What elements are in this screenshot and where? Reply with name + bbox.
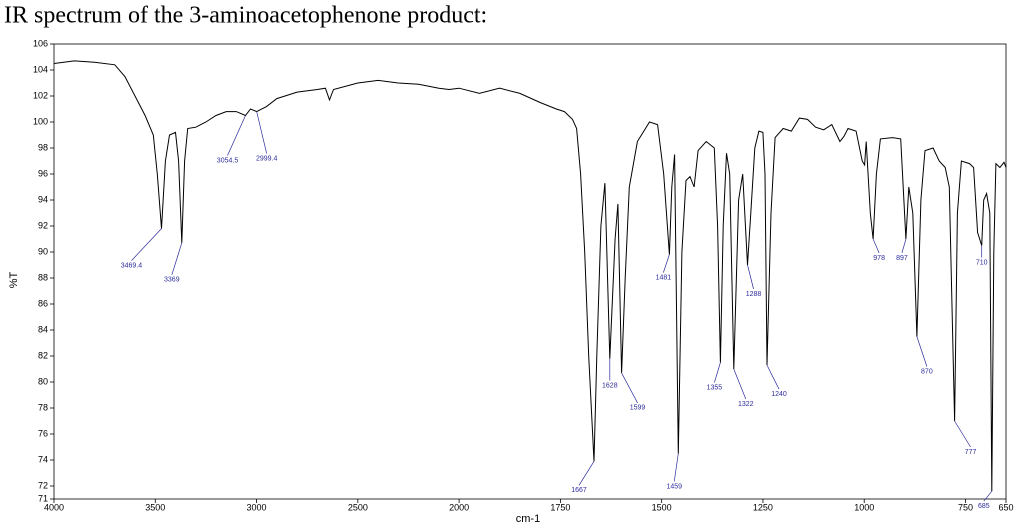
peak-label: 3054.5 xyxy=(217,157,239,164)
peak-label: 1355 xyxy=(707,384,723,391)
peak-label: 978 xyxy=(873,255,885,262)
x-tick-label: 4000 xyxy=(44,502,64,512)
x-tick-label: 1250 xyxy=(753,502,773,512)
y-tick-label: 80 xyxy=(38,376,48,386)
y-tick-label: 82 xyxy=(38,350,48,360)
peak-leader xyxy=(733,368,747,400)
x-tick-label: 2000 xyxy=(449,502,469,512)
peak-label: 870 xyxy=(921,368,933,375)
spectrum-line xyxy=(53,60,1007,492)
x-tick-label: 1000 xyxy=(854,502,874,512)
peak-leader xyxy=(901,238,907,254)
x-tick-label: 650 xyxy=(998,502,1013,512)
y-tick-label: 102 xyxy=(33,90,48,100)
y-tick-label: 71 xyxy=(38,493,48,503)
peak-label: 1240 xyxy=(771,391,787,398)
plot-frame xyxy=(53,43,1007,500)
y-axis-label: %T xyxy=(8,271,20,288)
peak-leader xyxy=(131,228,162,261)
y-tick-label: 96 xyxy=(38,168,48,178)
peak-leader xyxy=(227,115,246,156)
peak-leader xyxy=(747,264,754,290)
peak-label: 685 xyxy=(978,503,990,510)
y-tick-label: 100 xyxy=(33,116,48,126)
y-tick-label: 84 xyxy=(38,324,48,334)
peak-label: 1628 xyxy=(602,382,618,389)
peak-label: 1599 xyxy=(630,405,646,412)
y-tick-label: 74 xyxy=(38,454,48,464)
peak-leader xyxy=(872,238,880,254)
x-tick-label: 750 xyxy=(958,502,973,512)
y-tick-label: 88 xyxy=(38,272,48,282)
peak-label: 1481 xyxy=(656,274,672,281)
y-tick-label: 72 xyxy=(38,480,48,490)
y-tick-label: 76 xyxy=(38,428,48,438)
peak-label: 1288 xyxy=(746,291,762,298)
peak-leader xyxy=(256,111,268,154)
y-tick-label: 78 xyxy=(38,402,48,412)
peak-label: 710 xyxy=(976,259,988,266)
y-tick-label: 98 xyxy=(38,142,48,152)
x-tick-label: 2500 xyxy=(348,502,368,512)
peak-leader xyxy=(621,372,638,404)
peak-label: 1667 xyxy=(571,487,587,494)
y-tick-label: 94 xyxy=(38,194,48,204)
peak-label: 2999.4 xyxy=(256,155,278,162)
peak-leader xyxy=(983,490,993,502)
peak-leader xyxy=(714,362,721,383)
peak-label: 777 xyxy=(965,449,977,456)
y-tick-label: 90 xyxy=(38,246,48,256)
peak-leader xyxy=(766,364,780,390)
x-tick-label: 1750 xyxy=(550,502,570,512)
x-axis-label: cm-1 xyxy=(516,513,540,525)
peak-label: 897 xyxy=(896,255,908,262)
x-tick-label: 3500 xyxy=(145,502,165,512)
x-tick-label: 3000 xyxy=(247,502,267,512)
peak-label: 3469.4 xyxy=(121,262,143,269)
peak-label: 3369 xyxy=(164,277,180,284)
chart-title: IR spectrum of the 3-aminoacetophenone p… xyxy=(4,3,487,29)
y-tick-label: 104 xyxy=(33,64,48,74)
peak-leader xyxy=(578,461,595,486)
y-tick-label: 92 xyxy=(38,220,48,230)
peak-label: 1459 xyxy=(666,483,682,490)
peak-leader xyxy=(673,453,679,482)
peak-leader xyxy=(916,336,928,367)
peak-leader xyxy=(954,420,971,448)
peak-leader xyxy=(663,254,670,273)
y-tick-label: 106 xyxy=(33,38,48,48)
peak-label: 1322 xyxy=(738,401,754,408)
peak-leader xyxy=(171,242,183,276)
y-tick-label: 86 xyxy=(38,298,48,308)
x-tick-label: 1500 xyxy=(652,502,672,512)
